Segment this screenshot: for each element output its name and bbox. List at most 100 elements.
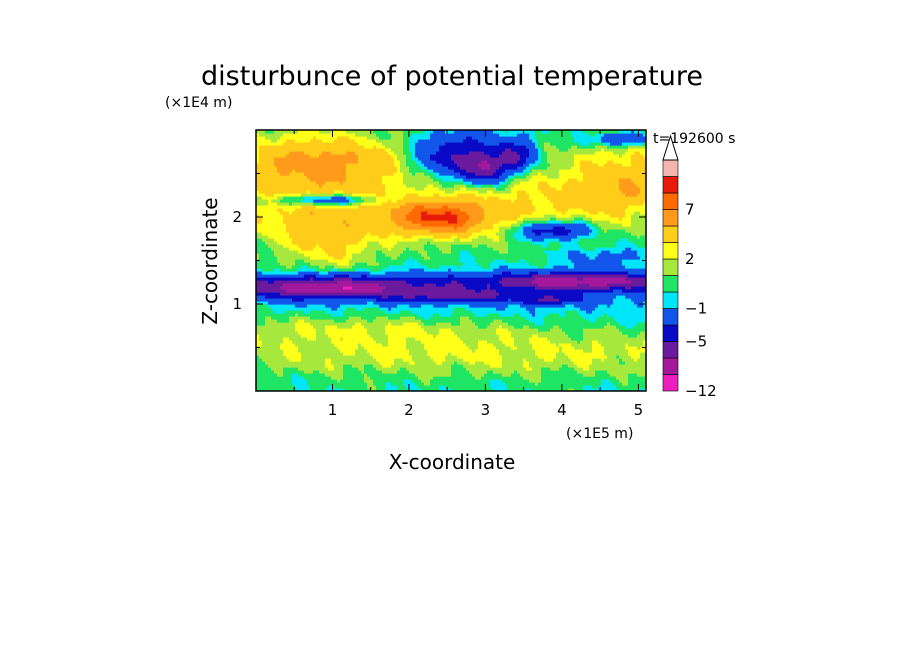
- field-cell: [337, 175, 341, 179]
- field-cell: [424, 208, 428, 212]
- field-cell: [259, 301, 263, 305]
- field-cell: [316, 244, 320, 248]
- field-cell: [349, 304, 353, 308]
- field-cell: [334, 346, 338, 350]
- field-cell: [358, 274, 362, 278]
- field-cell: [316, 151, 320, 155]
- field-cell: [262, 265, 266, 269]
- field-cell: [319, 352, 323, 356]
- field-cell: [331, 205, 335, 209]
- field-cell: [346, 364, 350, 368]
- field-cell: [385, 343, 389, 347]
- field-cell: [313, 277, 317, 281]
- field-cell: [427, 346, 431, 350]
- field-cell: [403, 325, 407, 329]
- field-cell: [274, 289, 278, 293]
- field-cell: [418, 304, 422, 308]
- field-cell: [319, 205, 323, 209]
- field-cell: [322, 331, 326, 335]
- field-cell: [388, 346, 392, 350]
- field-cell: [265, 313, 269, 317]
- field-cell: [277, 205, 281, 209]
- field-cell: [286, 379, 290, 383]
- field-cell: [349, 286, 353, 290]
- field-cell: [358, 289, 362, 293]
- field-cell: [337, 265, 341, 269]
- field-cell: [373, 343, 377, 347]
- field-cell: [304, 316, 308, 320]
- field-cell: [280, 208, 284, 212]
- field-cell: [310, 298, 314, 302]
- field-cell: [262, 346, 266, 350]
- field-cell: [349, 346, 353, 350]
- field-cell: [292, 139, 296, 143]
- field-cell: [262, 178, 266, 182]
- field-cell: [355, 328, 359, 332]
- field-cell: [418, 226, 422, 230]
- field-cell: [418, 388, 422, 391]
- field-cell: [334, 358, 338, 362]
- field-cell: [361, 217, 365, 221]
- field-cell: [349, 259, 353, 263]
- field-cell: [313, 334, 317, 338]
- field-cell: [400, 160, 404, 164]
- field-cell: [319, 316, 323, 320]
- field-cell: [370, 358, 374, 362]
- field-cell: [310, 340, 314, 344]
- field-cell: [301, 361, 305, 365]
- field-cell: [346, 181, 350, 185]
- field-cell: [271, 280, 275, 284]
- field-cell: [340, 367, 344, 371]
- field-cell: [313, 223, 317, 227]
- field-cell: [310, 226, 314, 230]
- field-cell: [334, 166, 338, 170]
- field-cell: [415, 199, 419, 203]
- field-cell: [379, 343, 383, 347]
- field-cell: [334, 277, 338, 281]
- field-cell: [370, 262, 374, 266]
- field-cell: [346, 376, 350, 380]
- field-cell: [328, 277, 332, 281]
- field-cell: [367, 286, 371, 290]
- field-cell: [325, 301, 329, 305]
- field-cell: [307, 163, 311, 167]
- field-cell: [337, 178, 341, 182]
- field-cell: [340, 148, 344, 152]
- field-cell: [400, 157, 404, 161]
- field-cell: [352, 301, 356, 305]
- field-cell: [295, 313, 299, 317]
- field-cell: [256, 139, 260, 143]
- field-cell: [400, 163, 404, 167]
- field-cell: [364, 358, 368, 362]
- field-cell: [349, 337, 353, 341]
- field-cell: [373, 334, 377, 338]
- field-cell: [295, 184, 299, 188]
- field-cell: [319, 130, 323, 134]
- field-cell: [364, 343, 368, 347]
- field-cell: [367, 265, 371, 269]
- field-cell: [280, 337, 284, 341]
- field-cell: [400, 139, 404, 143]
- field-cell: [283, 145, 287, 149]
- field-cell: [349, 373, 353, 377]
- field-cell: [259, 328, 263, 332]
- field-cell: [265, 238, 269, 242]
- field-cell: [421, 304, 425, 308]
- field-cell: [418, 358, 422, 362]
- field-cell: [415, 310, 419, 314]
- field-cell: [334, 250, 338, 254]
- field-cell: [415, 274, 419, 278]
- field-cell: [403, 265, 407, 269]
- field-cell: [364, 154, 368, 158]
- field-cell: [271, 148, 275, 152]
- field-cell: [310, 322, 314, 326]
- field-cell: [307, 175, 311, 179]
- field-cell: [412, 268, 416, 272]
- field-cell: [286, 178, 290, 182]
- field-cell: [373, 223, 377, 227]
- field-cell: [268, 286, 272, 290]
- field-cell: [340, 370, 344, 374]
- field-cell: [328, 238, 332, 242]
- field-cell: [280, 184, 284, 188]
- field-cell: [271, 193, 275, 197]
